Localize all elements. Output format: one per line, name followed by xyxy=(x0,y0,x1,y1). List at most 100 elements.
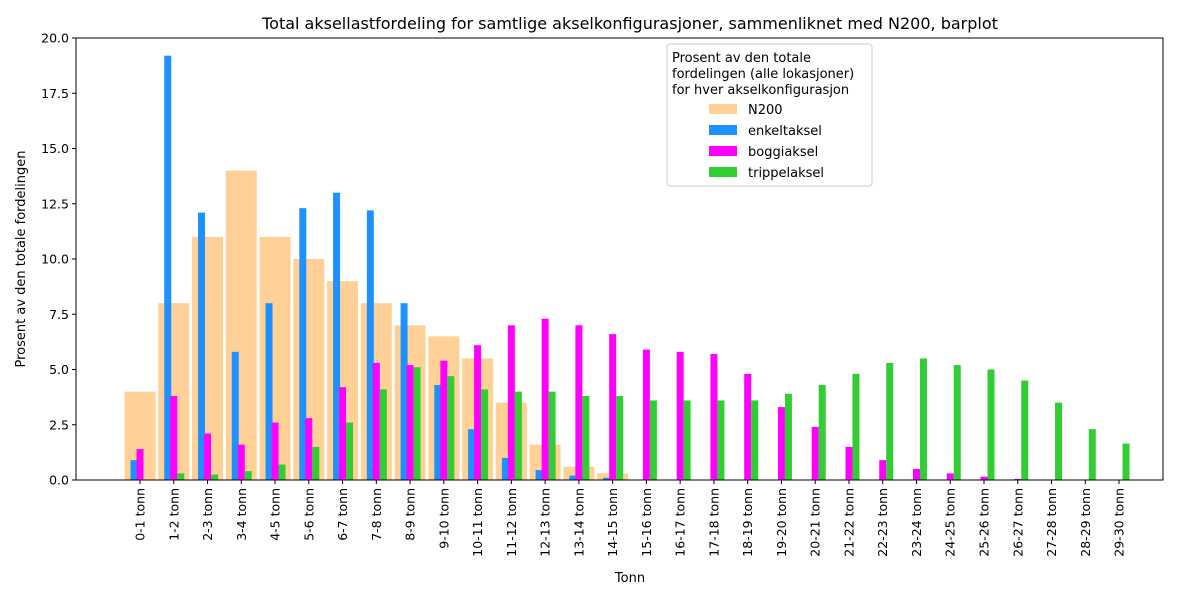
bar-trippelaksel-12 xyxy=(548,391,556,480)
bar-enkeltaksel-5 xyxy=(299,208,307,481)
bar-trippelaksel-9 xyxy=(447,376,455,480)
y-tick-label: 7.5 xyxy=(49,307,69,322)
bar-trippelaksel-6 xyxy=(346,422,354,480)
bar-trippelaksel-4 xyxy=(278,464,286,480)
x-tick-label: 9-10 tonn xyxy=(436,488,451,549)
bar-enkeltaksel-1 xyxy=(164,55,172,481)
bar-trippelaksel-3 xyxy=(244,471,252,480)
x-tick-label: 12-13 tonn xyxy=(538,488,553,557)
legend-title-line: fordelingen (alle lokasjoner) xyxy=(672,67,854,82)
bar-trippelaksel-22 xyxy=(886,362,894,480)
y-tick-label: 17.5 xyxy=(41,86,69,101)
bar-boggiaksel-21 xyxy=(845,446,853,480)
bar-boggiaksel-17 xyxy=(710,354,718,480)
axes-group: 0.0 2.5 5.0 7.5 10.0 12.5 15.0 17.5 20.0 0-1 tonn… xyxy=(41,31,1164,557)
bar-boggiaksel-16 xyxy=(676,351,684,480)
bar-boggiaksel-9 xyxy=(440,360,448,480)
legend-swatch-boggiaksel xyxy=(709,146,737,156)
x-tick-label: 1-2 tonn xyxy=(166,488,181,541)
x-tick-label: 21-22 tonn xyxy=(841,488,856,557)
x-tick-label: 14-15 tonn xyxy=(605,488,620,557)
bar-boggiaksel-25 xyxy=(980,476,988,480)
x-tick-label: 3-4 tonn xyxy=(234,488,249,541)
bar-trippelaksel-14 xyxy=(616,396,624,480)
bar-enkeltaksel-8 xyxy=(400,303,408,480)
legend-label-trippelaksel: trippelaksel xyxy=(748,166,824,181)
legend-label-enkeltaksel: enkeltaksel xyxy=(748,124,822,139)
bar-enkeltaksel-11 xyxy=(501,457,509,480)
x-tick-label: 26-27 tonn xyxy=(1010,488,1025,557)
legend-label-N200: N200 xyxy=(748,103,783,118)
bar-enkeltaksel-3 xyxy=(231,351,239,480)
bar-boggiaksel-12 xyxy=(541,318,549,480)
bars-group xyxy=(124,55,1130,481)
bar-trippelaksel-27 xyxy=(1055,402,1063,480)
bar-trippelaksel-23 xyxy=(919,358,927,480)
bar-trippelaksel-15 xyxy=(649,400,657,480)
x-tick-label: 11-12 tonn xyxy=(504,488,519,557)
bar-boggiaksel-11 xyxy=(507,325,515,480)
bar-boggiaksel-3 xyxy=(237,444,245,480)
x-tick-label: 0-1 tonn xyxy=(133,488,148,541)
bar-enkeltaksel-9 xyxy=(434,384,442,480)
bar-trippelaksel-25 xyxy=(987,369,995,480)
bar-trippelaksel-16 xyxy=(683,400,691,480)
chart-title: Total aksellastfordeling for samtlige ak… xyxy=(261,14,998,33)
bar-trippelaksel-28 xyxy=(1088,429,1096,480)
bar-boggiaksel-6 xyxy=(339,387,347,480)
bar-trippelaksel-13 xyxy=(582,396,590,480)
bar-trippelaksel-10 xyxy=(481,389,489,480)
x-tick-label: 16-17 tonn xyxy=(673,488,688,557)
y-tick-label: 12.5 xyxy=(41,196,69,211)
legend-label-boggiaksel: boggiaksel xyxy=(748,145,818,160)
bar-boggiaksel-5 xyxy=(305,418,313,480)
bar-boggiaksel-24 xyxy=(946,473,954,480)
x-tick-label: 22-23 tonn xyxy=(875,488,890,557)
bar-trippelaksel-7 xyxy=(379,389,387,480)
y-tick-label: 0.0 xyxy=(49,473,69,488)
bar-boggiaksel-8 xyxy=(406,365,414,480)
x-tick-label: 13-14 tonn xyxy=(571,488,586,557)
x-tick-label: 27-28 tonn xyxy=(1044,488,1059,557)
bar-trippelaksel-17 xyxy=(717,400,725,480)
x-tick-label: 28-29 tonn xyxy=(1078,488,1093,557)
bar-enkeltaksel-10 xyxy=(468,429,476,480)
bar-N200-3 xyxy=(225,170,257,480)
bar-boggiaksel-4 xyxy=(271,422,279,480)
bar-boggiaksel-18 xyxy=(744,373,752,480)
bar-boggiaksel-1 xyxy=(170,396,178,480)
bar-boggiaksel-15 xyxy=(642,349,650,480)
x-tick-label: 8-9 tonn xyxy=(403,488,418,541)
x-tick-label: 25-26 tonn xyxy=(977,488,992,557)
legend-title-line: Prosent av den totale xyxy=(672,51,811,66)
bar-boggiaksel-7 xyxy=(372,362,380,480)
bar-boggiaksel-19 xyxy=(777,407,785,480)
bar-trippelaksel-26 xyxy=(1021,380,1029,480)
bar-boggiaksel-20 xyxy=(811,426,819,480)
bar-enkeltaksel-2 xyxy=(198,212,206,480)
bar-boggiaksel-23 xyxy=(912,468,920,480)
x-tick-label: 5-6 tonn xyxy=(301,488,316,541)
legend-swatch-trippelaksel xyxy=(709,167,737,177)
legend-swatch-enkeltaksel xyxy=(709,125,737,135)
y-tick-label: 15.0 xyxy=(41,141,69,156)
x-tick-label: 15-16 tonn xyxy=(639,488,654,557)
bar-trippelaksel-5 xyxy=(312,446,320,480)
bar-trippelaksel-21 xyxy=(852,373,860,480)
legend-swatch-N200 xyxy=(709,104,737,114)
bar-boggiaksel-26 xyxy=(1014,478,1022,480)
bar-enkeltaksel-14 xyxy=(603,477,611,480)
bar-enkeltaksel-7 xyxy=(366,210,374,480)
x-axis-label: Tonn xyxy=(614,571,645,586)
bar-boggiaksel-2 xyxy=(204,433,212,480)
bar-trippelaksel-2 xyxy=(211,474,219,480)
bar-trippelaksel-29 xyxy=(1122,443,1130,480)
x-tick-label: 24-25 tonn xyxy=(943,488,958,557)
x-tick-label: 4-5 tonn xyxy=(268,488,283,541)
bar-trippelaksel-20 xyxy=(818,384,826,480)
bar-enkeltaksel-6 xyxy=(333,192,341,480)
bar-trippelaksel-19 xyxy=(784,393,792,480)
bar-trippelaksel-11 xyxy=(514,391,522,480)
